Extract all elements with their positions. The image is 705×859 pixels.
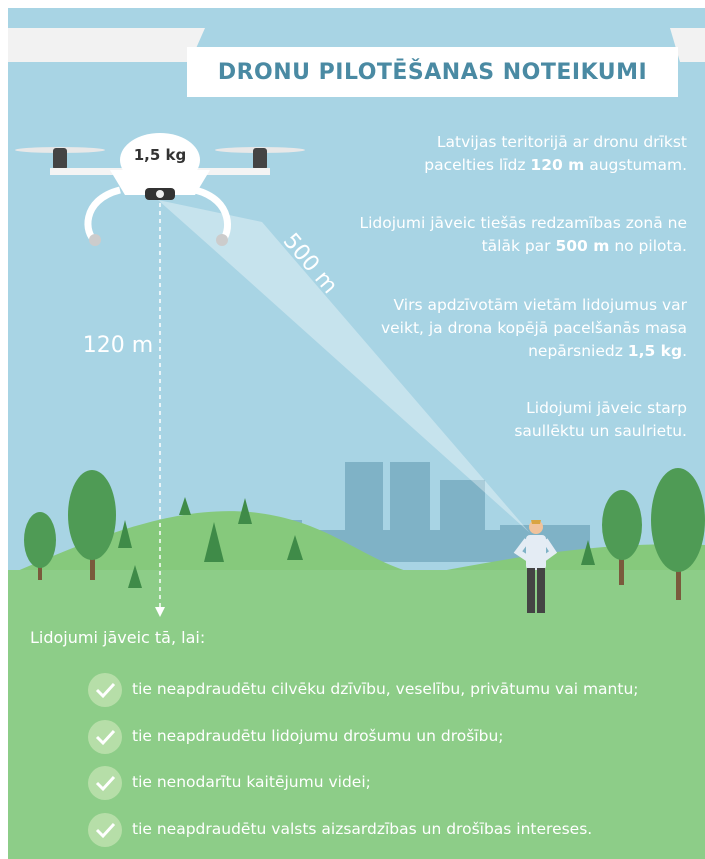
trees-part — [68, 470, 116, 560]
drone-part — [156, 190, 164, 198]
drone-part — [53, 148, 67, 170]
rule-highlight: 1,5 kg — [628, 342, 682, 360]
checkmarks-part — [88, 720, 122, 754]
title: DRONU PILOTĒŠANAS NOTEIKUMI — [187, 47, 678, 97]
trees-part — [602, 490, 642, 560]
pilot-part — [531, 520, 541, 524]
condition-item: tie neapdraudētu valsts aizsardzības un … — [132, 820, 592, 838]
rule: Virs apdzīvotām vietām lidojumus var vei… — [377, 294, 687, 363]
rule: Latvijas teritorijā ar dronu drīkst pace… — [402, 131, 687, 177]
pilot-part — [537, 568, 545, 613]
banner-ribbons-part — [8, 28, 205, 62]
height-label: 120 m — [83, 333, 153, 358]
weight-label: 1,5 kg — [134, 146, 187, 164]
condition-item: tie neapdraudētu lidojumu drošumu un dro… — [132, 727, 504, 745]
drone-part — [89, 234, 101, 246]
rule: Lidojumi jāveic tiešās redzamības zonā n… — [357, 212, 687, 258]
page: 1,5 kg 500 m 120 m DRONU PILOTĒŠANAS NOT… — [0, 0, 705, 859]
conditions-heading: Lidojumi jāveic tā, lai: — [30, 628, 205, 647]
checkmarks-part — [88, 766, 122, 800]
pilot-part — [527, 568, 535, 613]
checkmarks-part — [88, 813, 122, 847]
pilot-part — [526, 535, 546, 570]
rule-text: . — [682, 342, 687, 360]
rule-highlight: 120 m — [530, 156, 584, 174]
rule-text: no pilota. — [609, 237, 687, 255]
condition-item: tie neapdraudētu cilvēku dzīvību, veselī… — [132, 680, 639, 698]
trees-part — [651, 468, 705, 572]
checkmarks-part — [88, 673, 122, 707]
condition-item: tie nenodarītu kaitējumu videi; — [132, 773, 371, 791]
rule-text: augstumam. — [584, 156, 687, 174]
rule: Lidojumi jāveic starp saullēktu un saulr… — [487, 397, 687, 443]
drone-part — [253, 148, 267, 170]
drone-part — [216, 234, 228, 246]
trees-part — [24, 512, 56, 568]
rule-highlight: 500 m — [555, 237, 609, 255]
